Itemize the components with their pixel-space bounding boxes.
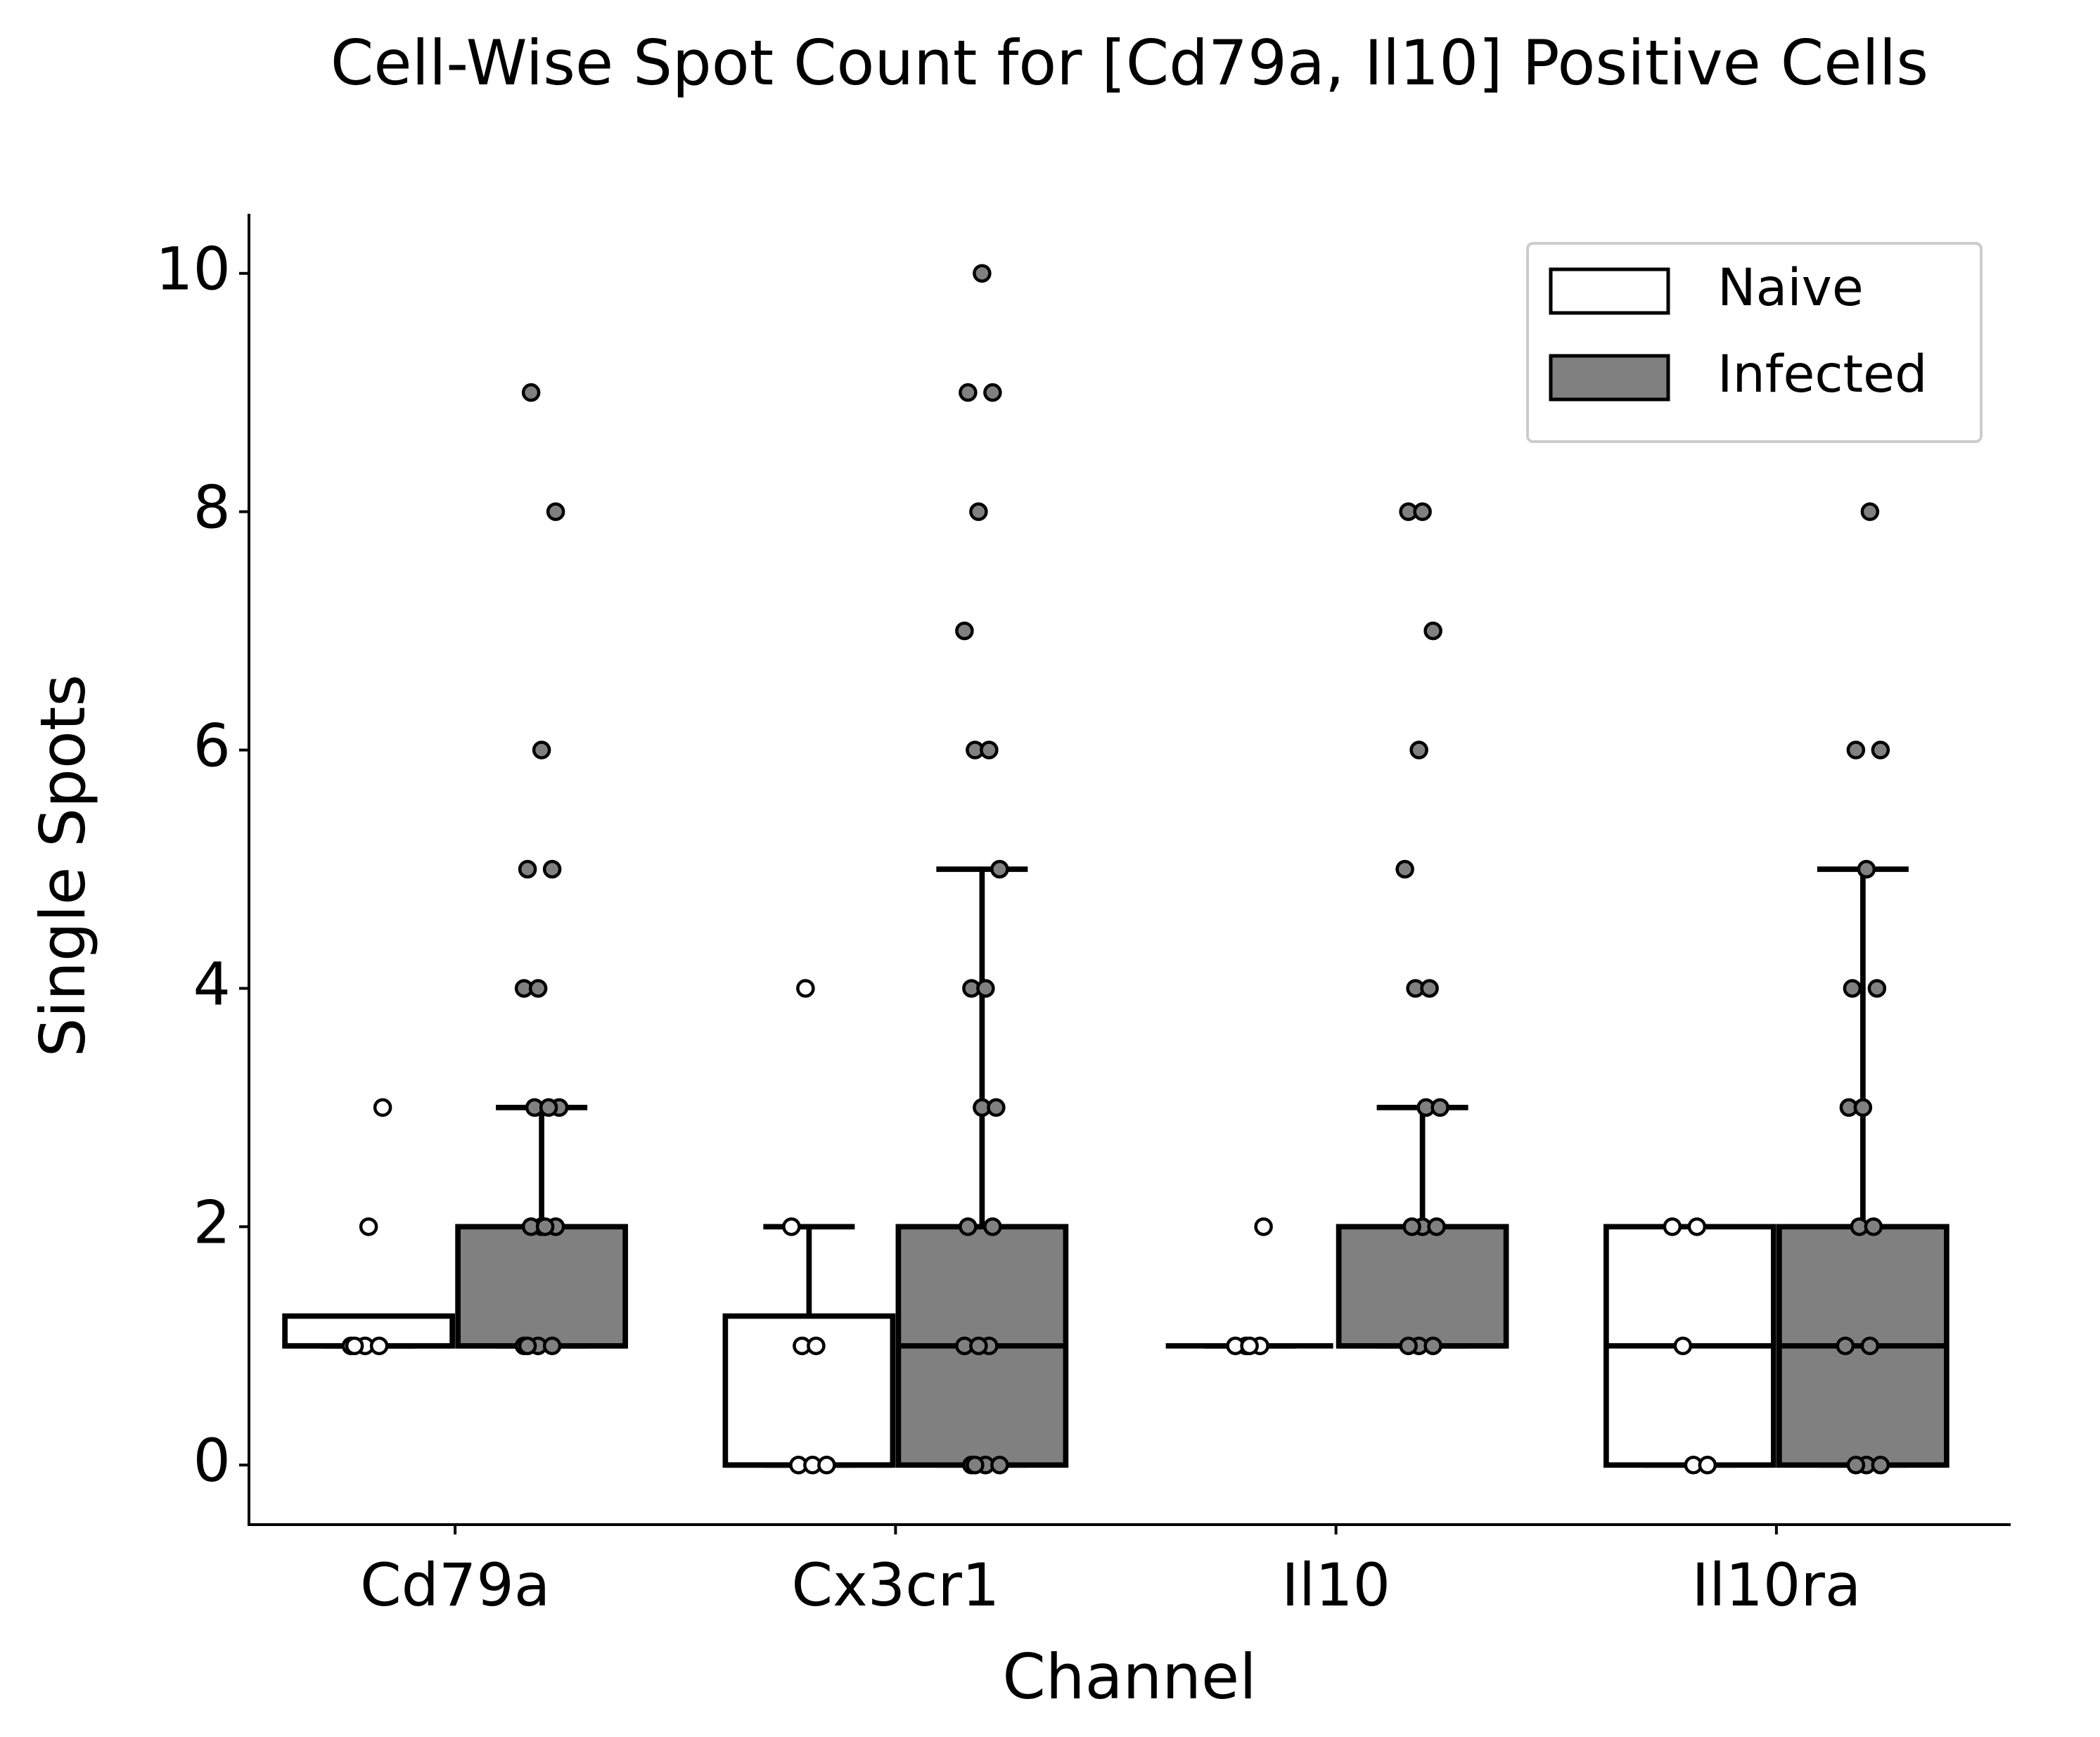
data-point [518, 1336, 537, 1356]
x-tick-label: Cx3cr1 [791, 1551, 999, 1620]
data-point [528, 979, 548, 998]
box [1336, 1224, 1509, 1349]
legend-swatch [1549, 267, 1670, 315]
data-point [1402, 1217, 1421, 1236]
data-point [980, 741, 999, 759]
data-point [976, 979, 995, 998]
data-point [990, 859, 1009, 879]
data-point [532, 741, 551, 759]
data-point [1420, 979, 1439, 998]
data-point [373, 1098, 392, 1117]
data-point [969, 1336, 988, 1356]
y-tick-label: 6 [193, 711, 231, 780]
data-point [969, 502, 988, 521]
data-point [987, 1098, 1006, 1117]
data-point [1663, 1217, 1682, 1236]
data-point [1698, 1456, 1717, 1475]
data-point [546, 502, 565, 521]
data-point [990, 1456, 1009, 1475]
data-point [966, 1456, 985, 1475]
data-point [1860, 502, 1880, 521]
legend-label: Naive [1717, 258, 1864, 318]
data-point [973, 264, 992, 283]
data-point [359, 1217, 378, 1236]
data-point [1254, 1217, 1273, 1236]
data-point [1409, 741, 1428, 759]
data-point [535, 1217, 555, 1236]
data-point [542, 859, 562, 879]
y-tick-label: 10 [155, 235, 231, 304]
data-point [1423, 621, 1442, 641]
chart-title: Cell-Wise Spot Count for [Cd79a, Il10] P… [331, 27, 1928, 99]
data-point [1857, 859, 1876, 879]
box [455, 1224, 628, 1349]
y-tick-label: 2 [193, 1188, 231, 1257]
data-point [1423, 1336, 1442, 1356]
data-point [807, 1336, 826, 1356]
x-tick-label: Il10 [1281, 1551, 1390, 1620]
data-point [1399, 1336, 1418, 1356]
x-axis-label: Channel [1002, 1641, 1256, 1713]
box [722, 1313, 896, 1468]
legend-label: Infected [1717, 345, 1927, 404]
data-point [817, 1456, 836, 1475]
data-point [1430, 1098, 1449, 1117]
data-point [1427, 1217, 1446, 1236]
data-point [983, 1217, 1002, 1236]
legend-swatch [1549, 354, 1670, 402]
data-point [1871, 741, 1890, 759]
data-point [959, 1217, 978, 1236]
data-point [1836, 1336, 1855, 1356]
data-point [518, 859, 537, 879]
y-tick-label: 8 [193, 473, 231, 542]
data-point [369, 1336, 389, 1356]
y-axis-label: Single Spots [27, 674, 99, 1057]
data-point [1853, 1098, 1873, 1117]
y-tick-label: 4 [193, 949, 231, 1018]
data-point [1240, 1336, 1259, 1356]
data-point [1871, 1456, 1890, 1475]
x-tick-label: Cd79a [360, 1551, 550, 1620]
data-point [1846, 741, 1866, 759]
data-point [959, 383, 978, 402]
data-point [1864, 1217, 1883, 1236]
data-point [983, 383, 1002, 402]
data-point [796, 979, 815, 998]
y-tick-label: 0 [193, 1426, 231, 1495]
data-point [1673, 1336, 1693, 1356]
x-tick-label: Il10ra [1691, 1551, 1861, 1620]
data-point [1687, 1217, 1707, 1236]
data-point [539, 1098, 558, 1117]
data-point [1395, 859, 1414, 879]
data-point [782, 1217, 801, 1236]
data-point [1413, 502, 1432, 521]
data-point [1843, 979, 1862, 998]
data-point [1860, 1336, 1880, 1356]
data-point [955, 621, 974, 641]
data-point [1846, 1456, 1866, 1475]
data-point [521, 383, 541, 402]
data-point [542, 1336, 562, 1356]
data-point [1867, 979, 1887, 998]
data-point [345, 1336, 364, 1356]
